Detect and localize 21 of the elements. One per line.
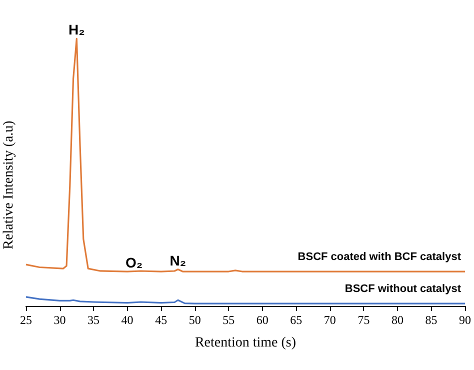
x-tick-label: 90 [459,313,471,327]
x-tick-label: 80 [391,313,404,327]
x-axis-title: Retention time (s) [194,336,296,350]
x-tick-label: 60 [256,313,268,327]
x-tick-label: 45 [155,313,168,327]
series-label: BSCF without catalyst [344,283,462,296]
x-tick-label: 25 [20,313,32,327]
x-tick-label: 40 [121,313,134,327]
series-label: BSCF coated with BCF catalyst [298,251,462,264]
annotation: H₂ [68,22,85,38]
y-axis-title: Relative Intensity (a.u) [2,120,16,250]
annotation: N₂ [170,252,186,268]
x-tick-label: 70 [324,313,336,327]
x-tick-label: 65 [290,313,302,327]
x-tick-label: 75 [358,313,370,327]
x-tick-label: 50 [188,313,201,327]
x-tick-label: 30 [54,313,66,327]
x-tick-label: 55 [222,313,235,327]
x-tick-label: 35 [88,313,100,327]
annotation: O₂ [126,254,143,270]
x-tick-label: 85 [425,313,438,327]
